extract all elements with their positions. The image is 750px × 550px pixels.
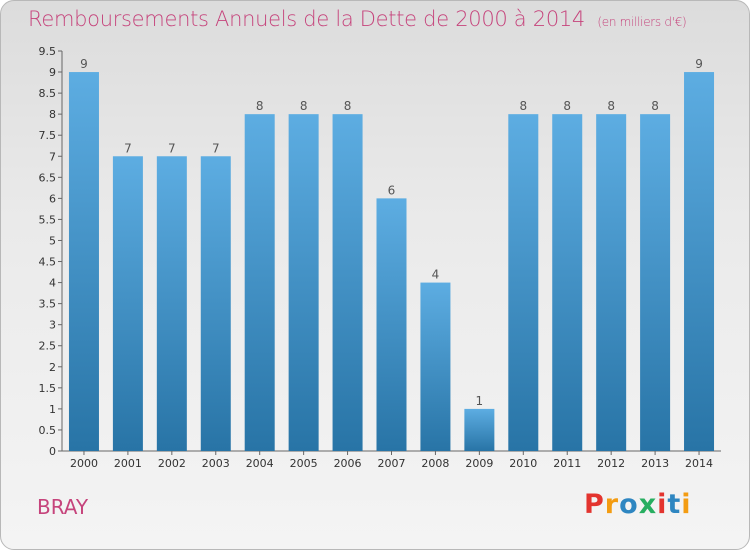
bar-2003 [200,156,231,451]
bar-2009 [464,408,495,451]
chart-title: Remboursements Annuels de la Dette de 20… [28,7,687,31]
x-tick-label: 2006 [334,457,362,470]
bar-2011 [552,114,583,451]
bar-value-label: 7 [212,141,220,155]
x-tick-label: 2012 [597,457,625,470]
y-tick-label: 6 [49,192,56,205]
x-tick-label: 2007 [378,457,406,470]
x-tick-label: 2008 [421,457,449,470]
y-tick-label: 4 [49,277,56,290]
y-tick-label: 5.5 [39,213,57,226]
bar-value-label: 8 [300,99,308,113]
x-tick-label: 2009 [465,457,493,470]
bar-2004 [244,114,275,451]
bar-value-label: 8 [607,99,615,113]
x-tick-label: 2013 [641,457,669,470]
logo-letter: o [619,489,639,520]
y-tick-label: 9 [49,66,56,79]
bar-value-label: 7 [168,141,176,155]
bar-value-label: 7 [124,141,132,155]
bar-value-label: 9 [80,57,88,71]
y-tick-label: 2 [49,361,56,374]
logo-letter: i [657,489,668,520]
y-tick-label: 3.5 [39,298,57,311]
logo-letter: P [584,489,605,520]
x-tick-label: 2000 [70,457,98,470]
x-tick-label: 2011 [553,457,581,470]
y-tick-label: 6.5 [39,171,57,184]
y-tick-label: 7 [49,150,56,163]
logo-letter: r [604,489,620,520]
bar-2008 [420,282,451,451]
logo-letter: x [638,489,658,520]
y-tick-label: 0 [49,445,56,458]
bar-2014 [684,72,715,451]
x-tick-label: 2001 [114,457,142,470]
bar-2001 [112,156,143,451]
chart-axes: 0 0.5 1 1.5 2 2.5 3 3.5 4 4.5 5 5.5 6 6.5 7 7.5 8 8.5 9 9.5… [39,45,721,470]
bar-value-label: 9 [695,57,703,71]
y-tick-label: 4.5 [39,256,57,269]
bar-2010 [508,114,539,451]
x-tick-label: 2005 [290,457,318,470]
bar-2002 [156,156,187,451]
title-text: Remboursements Annuels de la Dette de 20… [28,7,585,31]
y-tick-label: 3 [49,319,56,332]
bar-value-label: 6 [388,183,396,197]
y-tick-label: 8.5 [39,87,57,100]
x-tick-label: 2010 [509,457,537,470]
y-tick-label: 7.5 [39,129,57,142]
x-tick-label: 2004 [246,457,274,470]
x-tick-label: 2002 [158,457,186,470]
x-tick-label: 2014 [685,457,713,470]
bar-2013 [640,114,671,451]
commune-name: BRAY [37,495,89,519]
y-tick-label: 1 [49,403,56,416]
title-unit: (en milliers d'€) [597,15,687,29]
bar-value-label: 8 [651,99,659,113]
bar-2000 [68,72,99,451]
proxiti-logo: Proxiti [584,489,692,520]
y-tick-label: 2.5 [39,340,57,353]
logo-letter: i [681,489,692,520]
bar-2006 [332,114,363,451]
bar-2005 [288,114,319,451]
y-tick-label: 8 [49,108,56,121]
bar-value-label: 8 [519,99,527,113]
bar-value-label: 8 [563,99,571,113]
bar-2007 [376,198,407,451]
bar-value-label: 1 [476,394,484,408]
bar-2012 [596,114,627,451]
bar-value-label: 8 [256,99,264,113]
y-tick-label: 9.5 [39,45,57,58]
logo-letter: t [667,489,682,520]
bar-value-label: 8 [344,99,352,113]
x-tick-label: 2003 [202,457,230,470]
bars-group: 9 7 7 7 8 8 8 6 4 1 8 8 8 8 9 [68,57,715,451]
y-tick-label: 1.5 [39,382,57,395]
y-tick-label: 5 [49,234,56,247]
y-tick-label: 0.5 [39,424,57,437]
bar-value-label: 4 [432,268,440,282]
